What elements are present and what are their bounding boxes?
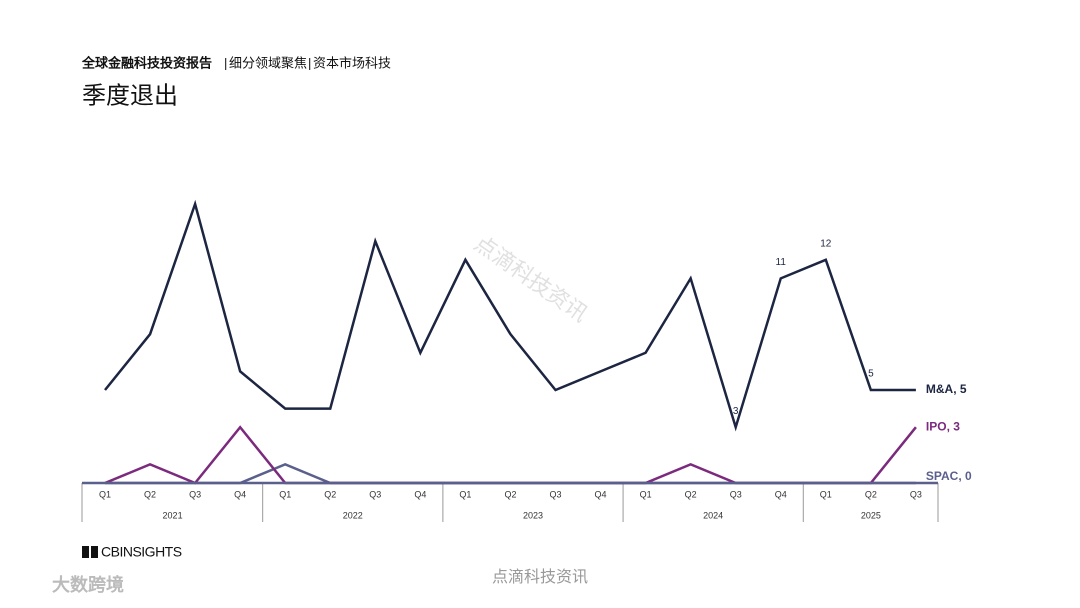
logo-mark — [82, 546, 89, 558]
x-tick-label: Q3 — [549, 489, 561, 499]
x-tick-label: Q4 — [595, 489, 607, 499]
x-tick-label: Q3 — [910, 489, 922, 499]
data-label: 12 — [820, 238, 832, 249]
x-tick-label: Q1 — [279, 489, 291, 499]
x-tick-label: Q3 — [189, 489, 201, 499]
series-end-label: SPAC, 0 — [926, 469, 972, 483]
x-tick-label: Q1 — [820, 489, 832, 499]
chart-title: 季度退出 — [82, 82, 178, 109]
logo-mark — [91, 546, 98, 558]
x-tick-label: Q1 — [99, 489, 111, 499]
series-end-label: IPO, 3 — [926, 419, 960, 433]
series-end-label: M&A, 5 — [926, 382, 967, 396]
watermark: 点滴科技资讯 — [492, 568, 588, 586]
x-group-label: 2025 — [861, 510, 881, 520]
x-tick-label: Q2 — [685, 489, 697, 499]
x-tick-label: Q2 — [144, 489, 156, 499]
x-group-label: 2023 — [523, 510, 543, 520]
data-label: 3 — [733, 406, 739, 417]
x-tick-label: Q4 — [234, 489, 246, 499]
separator: | — [308, 55, 311, 70]
series-line — [104, 425, 917, 485]
data-label: 5 — [868, 369, 874, 380]
section: 细分领域聚焦 — [229, 55, 307, 70]
logo: CBINSIGHTS — [101, 544, 182, 560]
watermark: 大数跨境 — [52, 574, 124, 595]
x-tick-label: Q4 — [414, 489, 426, 499]
x-tick-label: Q2 — [865, 489, 877, 499]
x-tick-label: Q3 — [369, 489, 381, 499]
x-tick-label: Q1 — [640, 489, 652, 499]
x-tick-label: Q3 — [730, 489, 742, 499]
x-tick-label: Q1 — [459, 489, 471, 499]
report-title: 全球金融科技投资报告 — [81, 55, 212, 70]
x-group-label: 2022 — [343, 510, 363, 520]
topic: 资本市场科技 — [313, 55, 391, 70]
watermark: 点滴科技资讯 — [470, 231, 592, 327]
series-line — [104, 199, 916, 432]
separator: | — [224, 55, 227, 70]
x-tick-label: Q4 — [775, 489, 787, 499]
data-label: 11 — [776, 257, 787, 268]
x-group-label: 2024 — [703, 510, 723, 520]
x-tick-label: Q2 — [324, 489, 336, 499]
series-line — [105, 463, 916, 485]
x-group-label: 2021 — [163, 510, 183, 520]
x-tick-label: Q2 — [504, 489, 516, 499]
